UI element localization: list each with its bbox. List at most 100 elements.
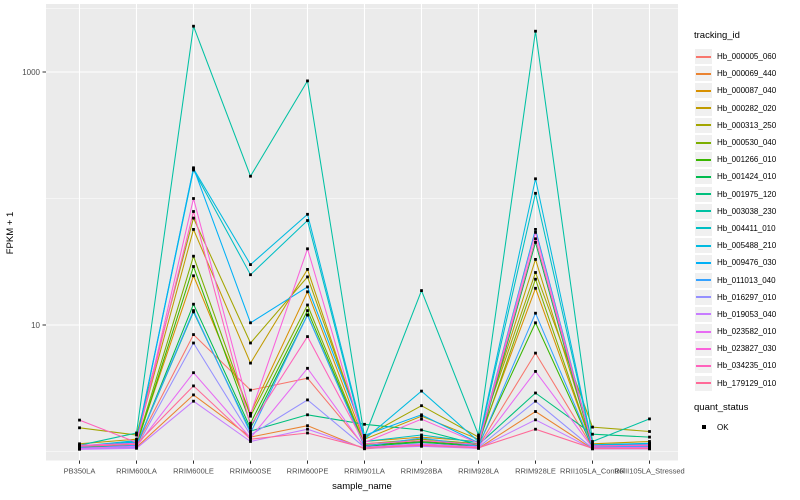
data-point <box>648 417 651 421</box>
legend-label: Hb_019053_040 <box>717 309 777 319</box>
x-tick-label: RRIM600PE <box>287 467 329 476</box>
legend-item-Hb_000313_250: Hb_000313_250 <box>695 117 799 134</box>
data-point <box>306 431 309 435</box>
series-line-key-icon <box>695 186 712 202</box>
data-point <box>534 286 537 290</box>
data-point <box>534 399 537 403</box>
data-point <box>534 258 537 261</box>
legend-label: Hb_000282_020 <box>717 103 777 113</box>
x-tick-label: RRIM600LE <box>173 467 214 476</box>
data-point <box>306 335 309 338</box>
series-line-key-icon <box>695 289 712 305</box>
data-point <box>534 391 537 395</box>
data-point <box>306 376 309 380</box>
data-point <box>306 79 309 83</box>
legend-item-Hb_179129_010: Hb_179129_010 <box>695 375 799 392</box>
data-point <box>135 441 138 444</box>
x-tick-label: RRIM901LA <box>344 467 385 476</box>
data-point <box>249 421 252 425</box>
legend-item-Hb_000069_440: Hb_000069_440 <box>695 65 799 82</box>
legend-item-Hb_034235_010: Hb_034235_010 <box>695 357 799 374</box>
data-point <box>192 384 195 388</box>
legend-item-Hb_019053_040: Hb_019053_040 <box>695 306 799 323</box>
x-tick-label: RRIM928LA <box>458 467 499 476</box>
data-point <box>135 437 138 441</box>
legend-label: Hb_179129_010 <box>717 378 777 388</box>
data-point <box>249 440 252 443</box>
series-line-key-icon <box>695 341 712 357</box>
data-point <box>420 439 423 442</box>
data-point <box>306 413 309 417</box>
data-point <box>420 443 423 447</box>
legend-label: Hb_001266_010 <box>717 155 777 165</box>
data-point <box>591 425 594 429</box>
data-point <box>477 442 480 446</box>
y-tick-label: 1000 <box>22 68 40 77</box>
data-point <box>192 216 195 220</box>
data-point <box>306 309 309 312</box>
data-point <box>534 370 537 373</box>
data-point <box>306 303 309 307</box>
data-point <box>78 442 81 446</box>
legend-label: Hb_001424_010 <box>717 172 777 182</box>
series-line-key-icon <box>695 306 712 322</box>
legend-label: Hb_000069_440 <box>717 69 777 79</box>
data-point <box>477 437 480 441</box>
legend-label: Hb_000087_040 <box>717 86 777 96</box>
data-point <box>534 191 537 195</box>
series-line-key-icon <box>695 169 712 185</box>
data-point <box>591 440 594 443</box>
data-point <box>591 432 594 436</box>
data-point <box>249 429 252 433</box>
series-line-key-icon <box>695 135 712 151</box>
data-point <box>648 446 651 450</box>
data-point <box>534 321 537 325</box>
data-point <box>192 166 195 170</box>
legend-tracking-id-items: Hb_000005_060 Hb_000069_440 Hb_000087_040 H… <box>689 48 799 392</box>
data-point <box>420 433 423 437</box>
data-point <box>192 341 195 345</box>
data-point <box>363 434 366 437</box>
legend-label: Hb_001975_120 <box>717 189 777 199</box>
series-line-key-icon <box>695 255 712 271</box>
data-point <box>477 435 480 439</box>
legend-label: Hb_005488_210 <box>717 241 777 251</box>
data-point <box>420 417 423 421</box>
data-point <box>249 263 252 266</box>
legend-title-tracking-id: tracking_id <box>694 30 740 41</box>
data-point <box>534 231 537 234</box>
legend-item-Hb_000087_040: Hb_000087_040 <box>695 82 799 99</box>
data-point <box>249 433 252 437</box>
series-line-key-icon <box>695 272 712 288</box>
x-tick-label: RRII105LA_Stressed <box>614 467 684 476</box>
data-point <box>306 275 309 279</box>
data-point <box>192 24 195 28</box>
data-point <box>192 309 195 312</box>
legend-item-Hb_004411_010: Hb_004411_010 <box>695 220 799 237</box>
data-point <box>306 398 309 402</box>
data-point <box>306 247 309 251</box>
data-point <box>363 446 366 450</box>
data-point <box>306 285 309 289</box>
series-line-key-icon <box>695 49 712 65</box>
legend-label: Hb_034235_010 <box>717 361 777 371</box>
legend-item-Hb_001266_010: Hb_001266_010 <box>695 151 799 168</box>
legend-item-Hb_023582_010: Hb_023582_010 <box>695 323 799 340</box>
data-point <box>249 437 252 441</box>
x-tick-label: PB350LA <box>64 467 96 476</box>
data-point <box>249 431 252 435</box>
data-point <box>192 265 195 268</box>
legend-item-Hb_003038_230: Hb_003038_230 <box>695 203 799 220</box>
data-point <box>306 313 309 317</box>
data-point <box>192 228 195 231</box>
data-point <box>135 433 138 437</box>
data-point <box>420 413 423 417</box>
data-point <box>363 422 366 426</box>
x-axis-title: sample_name <box>332 481 392 492</box>
data-point <box>306 212 309 216</box>
data-point <box>249 341 252 345</box>
legend-label: Hb_000005_060 <box>717 52 777 62</box>
data-point <box>192 399 195 403</box>
data-point <box>648 440 651 443</box>
